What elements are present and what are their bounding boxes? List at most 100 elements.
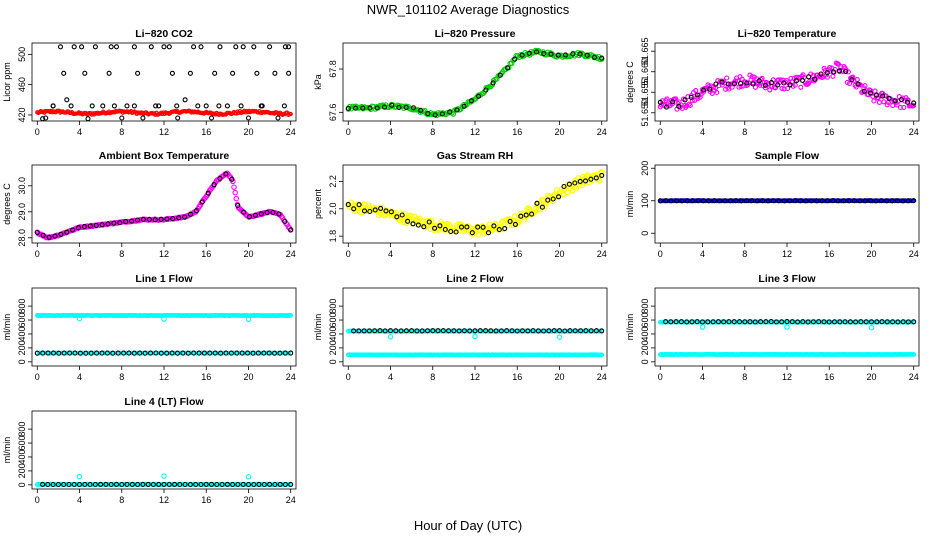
data-point [64,350,70,356]
data-point [247,350,253,356]
data-point [119,481,125,488]
x-tick-label: 0 [35,495,40,505]
data-point [710,319,716,325]
data-point [54,350,59,356]
series-continuous-high [34,312,294,319]
data-point [367,105,373,111]
y-axis-label: ml/min [625,191,635,218]
data-point [461,328,467,334]
x-tick-label: 20 [866,372,876,382]
data-point [111,220,117,226]
data-point [193,208,199,214]
data-point [351,206,357,212]
data-point [700,198,706,204]
data-point [555,52,561,58]
data-point [45,350,51,356]
data-point [562,328,568,334]
data-point [103,481,109,487]
data-point [264,209,270,215]
data-point [245,481,252,488]
data-point [272,70,278,76]
data-point [43,115,49,121]
data-point [886,95,892,101]
chart-title: Sample Flow [755,150,820,162]
data-point [266,350,272,356]
data-point [485,230,492,236]
data-point [512,221,518,227]
x-tick-label: 12 [159,249,169,259]
data-point [508,60,515,67]
x-tick-label: 4 [77,495,82,505]
data-point [86,350,91,356]
y-tick-label: 0 [328,359,338,364]
data-point [762,85,768,91]
x-tick-label: 0 [35,249,40,259]
data-point [778,77,784,83]
data-point [845,69,851,75]
data-point [874,319,880,325]
data-point [135,350,140,356]
data-point [868,324,875,331]
data-point [82,481,88,488]
data-point [191,44,197,50]
data-point [714,89,720,96]
data-point [150,481,156,488]
data-point [911,100,917,106]
data-point [71,481,77,488]
data-point [816,319,822,325]
data-point [701,87,707,93]
data-point [830,69,836,75]
data-point [826,319,832,325]
data-point [258,350,264,356]
data-point [212,350,218,356]
x-tick-label: 4 [77,127,82,137]
data-point [509,328,515,334]
data-point [577,178,583,184]
data-point [405,218,411,224]
data-point [793,78,799,84]
data-point [208,115,215,121]
x-tick-label: 8 [119,249,124,259]
data-point [664,96,670,102]
data-point [61,70,67,76]
y-tick-label: 800 [640,299,650,314]
data-point [846,81,853,87]
data-point [52,233,58,239]
y-tick-label: 600 [328,313,338,328]
x-tick-label: 16 [201,372,211,382]
data-point [245,350,251,356]
chart-title: Li−820 Pressure [435,28,516,40]
y-tick-label: 400 [640,326,650,341]
data-point [588,176,594,182]
x-tick-label: 8 [430,372,435,382]
data-point [34,350,40,356]
data-point [468,98,474,104]
data-point [846,198,852,204]
data-point [851,198,857,204]
data-point [140,115,146,121]
chart-title: Line 3 Flow [758,273,816,285]
data-point [235,203,241,209]
data-point [719,79,725,85]
data-point [185,350,191,356]
data-point [541,328,547,334]
data-point [121,350,127,356]
data-point [511,213,518,220]
x-tick-label: 4 [388,372,393,382]
data-point [593,328,599,334]
data-point [556,194,562,200]
data-point [744,80,750,86]
data-point [250,350,256,356]
data-point [135,481,141,488]
data-point [518,213,524,219]
data-point [241,209,247,215]
data-point [94,350,100,356]
data-point [727,198,733,204]
data-point [379,204,386,211]
panel-li820-temperature: Li−820 Temperature 0 4 8 12 16 20 24 51.65051.65… [625,28,920,137]
data-point [559,191,566,198]
data-point [809,77,815,83]
chart-title: Line 1 Flow [135,273,193,285]
data-point [58,231,64,237]
data-point [663,319,669,325]
